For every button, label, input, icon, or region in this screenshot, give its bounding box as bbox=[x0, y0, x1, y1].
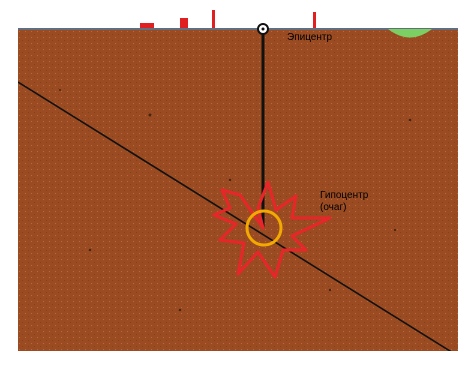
hypocenter-label: Гипоцентр (очаг) bbox=[320, 190, 368, 214]
tree-icon bbox=[388, 29, 432, 38]
hypocenter-label-line2: (очаг) bbox=[320, 202, 347, 213]
surface-buildings bbox=[140, 10, 316, 28]
hypocenter-focus bbox=[245, 209, 283, 247]
epicenter-label: Эпицентр bbox=[287, 32, 333, 43]
shock-burst bbox=[212, 180, 332, 279]
ground-specks bbox=[59, 89, 412, 312]
fault-line bbox=[18, 81, 452, 351]
ground-layer bbox=[18, 29, 458, 351]
hypocenter-label-line1: Гипоцентр bbox=[320, 190, 369, 201]
